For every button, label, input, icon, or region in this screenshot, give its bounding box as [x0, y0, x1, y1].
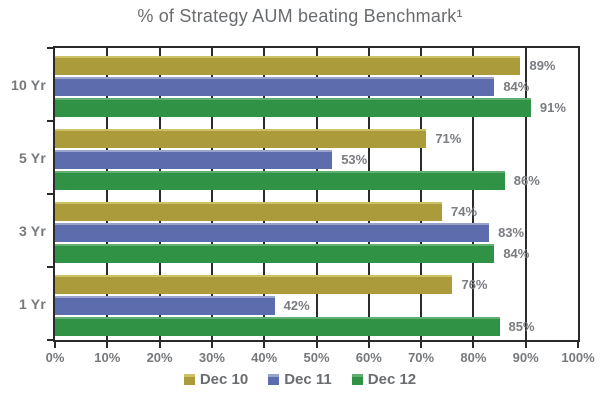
bar-row: 42% — [55, 296, 578, 315]
bar-groups: 89% 84% 91% 71% 53% 86% 74% 83% 84% 76% 42% 85% — [55, 48, 578, 340]
bottom-axis-tick — [472, 342, 475, 348]
bar-value-label: 71% — [435, 131, 462, 146]
bar-row: 86% — [55, 171, 578, 190]
bar-group-1-yr: 76% 42% 85% — [55, 267, 578, 340]
gridline-70 — [420, 48, 423, 340]
x-axis-tick-label-50pct: 50% — [303, 350, 330, 365]
gridline-80 — [472, 48, 475, 340]
bottom-axis-tick — [106, 342, 109, 348]
bar-group-3-yr: 74% 83% 84% — [55, 194, 578, 267]
left-axis-tick — [47, 339, 53, 341]
bar-dec-12 — [55, 244, 495, 263]
category-label-5-yr: 5 Yr — [18, 149, 46, 166]
chart-title: % of Strategy AUM beating Benchmark¹ — [137, 6, 463, 26]
bar-value-label: 89% — [529, 58, 556, 73]
bar-value-label: 76% — [461, 277, 488, 292]
bar-dec-11 — [55, 296, 275, 315]
bar-dec-12 — [55, 171, 505, 190]
x-axis-tick-label-100pct: 100% — [561, 350, 595, 365]
bar-row: 76% — [55, 275, 578, 294]
gridline-90 — [524, 48, 527, 340]
bar-row: 91% — [55, 98, 578, 117]
bar-value-label: 53% — [341, 152, 368, 167]
bar-value-label: 91% — [539, 100, 566, 115]
plot-area: 89% 84% 91% 71% 53% 86% 74% 83% 84% 76% 42% 85% 0% 1… — [46, 46, 595, 364]
bar-group-5-yr: 71% 53% 86% — [55, 121, 578, 194]
left-axis-tick — [47, 193, 53, 195]
x-axis-tick-label-90pct: 90% — [512, 350, 539, 365]
category-axis-labels: 10 Yr 5 Yr 3 Yr 1 Yr — [0, 48, 46, 340]
bottom-axis-tick — [524, 342, 527, 348]
bar-row: 84% — [55, 77, 578, 96]
bottom-axis-tick — [210, 342, 213, 348]
bar-value-label: 84% — [503, 79, 530, 94]
gridline-20 — [158, 48, 161, 340]
value-axis-labels: 0% 10% 20% 30% 40% 50% 60% 70% 80% 90% 100% — [46, 350, 595, 367]
bar-row: 71% — [55, 129, 578, 148]
bar-dec-11 — [55, 77, 495, 96]
category-label-3-yr: 3 Yr — [18, 222, 46, 239]
x-axis-tick-label-10pct: 10% — [94, 350, 121, 365]
left-axis-tick — [47, 120, 53, 122]
x-axis-tick-label-70pct: 70% — [408, 350, 435, 365]
bar-dec-11 — [55, 150, 333, 169]
gridline-10 — [106, 48, 109, 340]
bottom-axis-tick — [54, 342, 56, 348]
bar-value-label: 42% — [283, 298, 310, 313]
bar-dec-12 — [55, 317, 500, 336]
x-axis-tick-label-40pct: 40% — [251, 350, 278, 365]
left-axis-tick — [47, 266, 53, 268]
legend: Dec 10 Dec 11 Dec 12 — [0, 372, 600, 387]
bar-dec-12 — [55, 98, 531, 117]
bottom-axis-tick — [577, 342, 579, 348]
bar-dec-10 — [55, 56, 521, 75]
bar-value-label: 83% — [498, 225, 525, 240]
legend-label: Dec 11 — [284, 371, 332, 388]
bar-row: 89% — [55, 56, 578, 75]
bar-dec-10 — [55, 129, 427, 148]
gridline-50 — [315, 48, 318, 340]
bar-dec-10 — [55, 202, 443, 221]
legend-label: Dec 10 — [199, 371, 249, 388]
x-axis-tick-label-0pct: 0% — [45, 350, 65, 365]
bar-group-10-yr: 89% 84% 91% — [55, 48, 578, 121]
bar-row: 53% — [55, 150, 578, 169]
bar-dec-10 — [55, 275, 453, 294]
bar-dec-11 — [55, 223, 490, 242]
left-axis-tick — [47, 47, 53, 49]
bottom-axis-tick — [420, 342, 423, 348]
gridline-40 — [263, 48, 266, 340]
bar-value-label: 85% — [508, 319, 535, 334]
legend-item-dec-12: Dec 12 — [351, 371, 417, 388]
category-label-1-yr: 1 Yr — [18, 295, 46, 312]
gridline-30 — [210, 48, 213, 340]
legend-label: Dec 12 — [367, 371, 417, 388]
legend-swatch-icon — [268, 374, 280, 385]
legend-item-dec-10: Dec 10 — [183, 371, 249, 388]
legend-swatch-icon — [351, 374, 363, 385]
x-axis-tick-label-30pct: 30% — [198, 350, 225, 365]
bar-row: 84% — [55, 244, 578, 263]
bar-value-label: 74% — [451, 204, 478, 219]
legend-item-dec-11: Dec 11 — [268, 372, 332, 387]
bar-row: 74% — [55, 202, 578, 221]
bottom-axis-tick — [158, 342, 161, 348]
bar-value-label: 86% — [513, 173, 540, 188]
legend-swatch-icon — [183, 374, 195, 385]
x-axis-tick-label-80pct: 80% — [460, 350, 487, 365]
x-axis-tick-label-20pct: 20% — [146, 350, 173, 365]
x-axis-tick-label-60pct: 60% — [355, 350, 382, 365]
bar-row: 85% — [55, 317, 578, 336]
bottom-axis-tick — [315, 342, 318, 348]
bar-row: 83% — [55, 223, 578, 242]
bottom-axis-tick — [263, 342, 266, 348]
bottom-axis-tick — [367, 342, 370, 348]
gridline-60 — [367, 48, 370, 340]
bar-value-label: 84% — [503, 246, 530, 261]
category-label-10-yr: 10 Yr — [11, 76, 46, 93]
